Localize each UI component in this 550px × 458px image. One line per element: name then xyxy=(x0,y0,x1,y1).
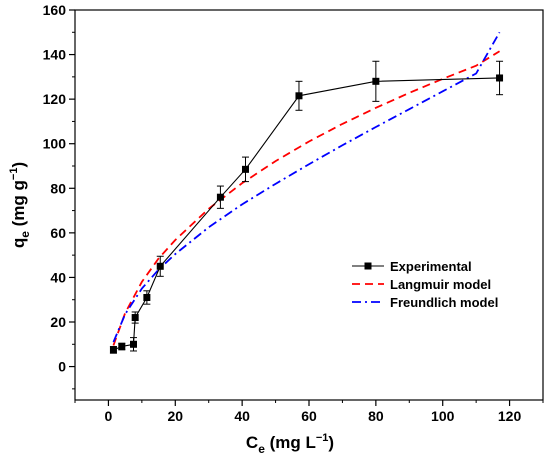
x-tick-label: 0 xyxy=(105,408,113,424)
x-tick-label: 20 xyxy=(167,408,183,424)
y-tick-label: 140 xyxy=(43,47,67,63)
y-tick-label: 160 xyxy=(43,2,67,18)
data-point xyxy=(130,340,137,348)
y-axis-title: qe (mg g−1) xyxy=(8,162,32,248)
x-tick-label: 100 xyxy=(431,408,455,424)
x-axis-title: Ce (mg L−1) xyxy=(246,432,334,456)
x-tick-label: 80 xyxy=(368,408,384,424)
data-point xyxy=(143,293,151,301)
y-tick-label: 120 xyxy=(43,91,67,107)
data-point xyxy=(496,74,504,82)
data-point xyxy=(156,262,164,270)
series-layer xyxy=(109,31,504,354)
y-tick-label: 60 xyxy=(50,225,66,241)
y-tick-label: 100 xyxy=(43,136,67,152)
legend: Experimental Langmuir model Freundlich mod… xyxy=(352,259,498,310)
data-point xyxy=(372,77,380,85)
axis-ticks: 0 20 40 60 80 100 120 0 20 40 60 80 100 120 140 160 xyxy=(43,2,544,424)
series-line-langmuir-model xyxy=(112,50,501,346)
x-tick-label: 60 xyxy=(301,408,317,424)
x-tick-label: 120 xyxy=(498,408,522,424)
data-point xyxy=(118,343,126,351)
data-point xyxy=(295,92,303,100)
y-tick-label: 80 xyxy=(50,180,66,196)
legend-label: Langmuir model xyxy=(390,277,491,292)
y-tick-label: 20 xyxy=(50,314,66,330)
plot-frame xyxy=(74,9,544,401)
data-point xyxy=(131,314,139,322)
data-point xyxy=(216,193,224,201)
y-tick-label: 0 xyxy=(58,359,66,375)
x-tick-label: 40 xyxy=(234,408,250,424)
data-point xyxy=(241,165,249,173)
data-point xyxy=(109,346,117,354)
legend-label: Experimental xyxy=(390,259,472,274)
series-line-freundlich-model xyxy=(112,31,501,343)
legend-marker xyxy=(364,262,372,270)
legend-label: Freundlich model xyxy=(390,295,498,310)
y-tick-label: 40 xyxy=(50,269,66,285)
